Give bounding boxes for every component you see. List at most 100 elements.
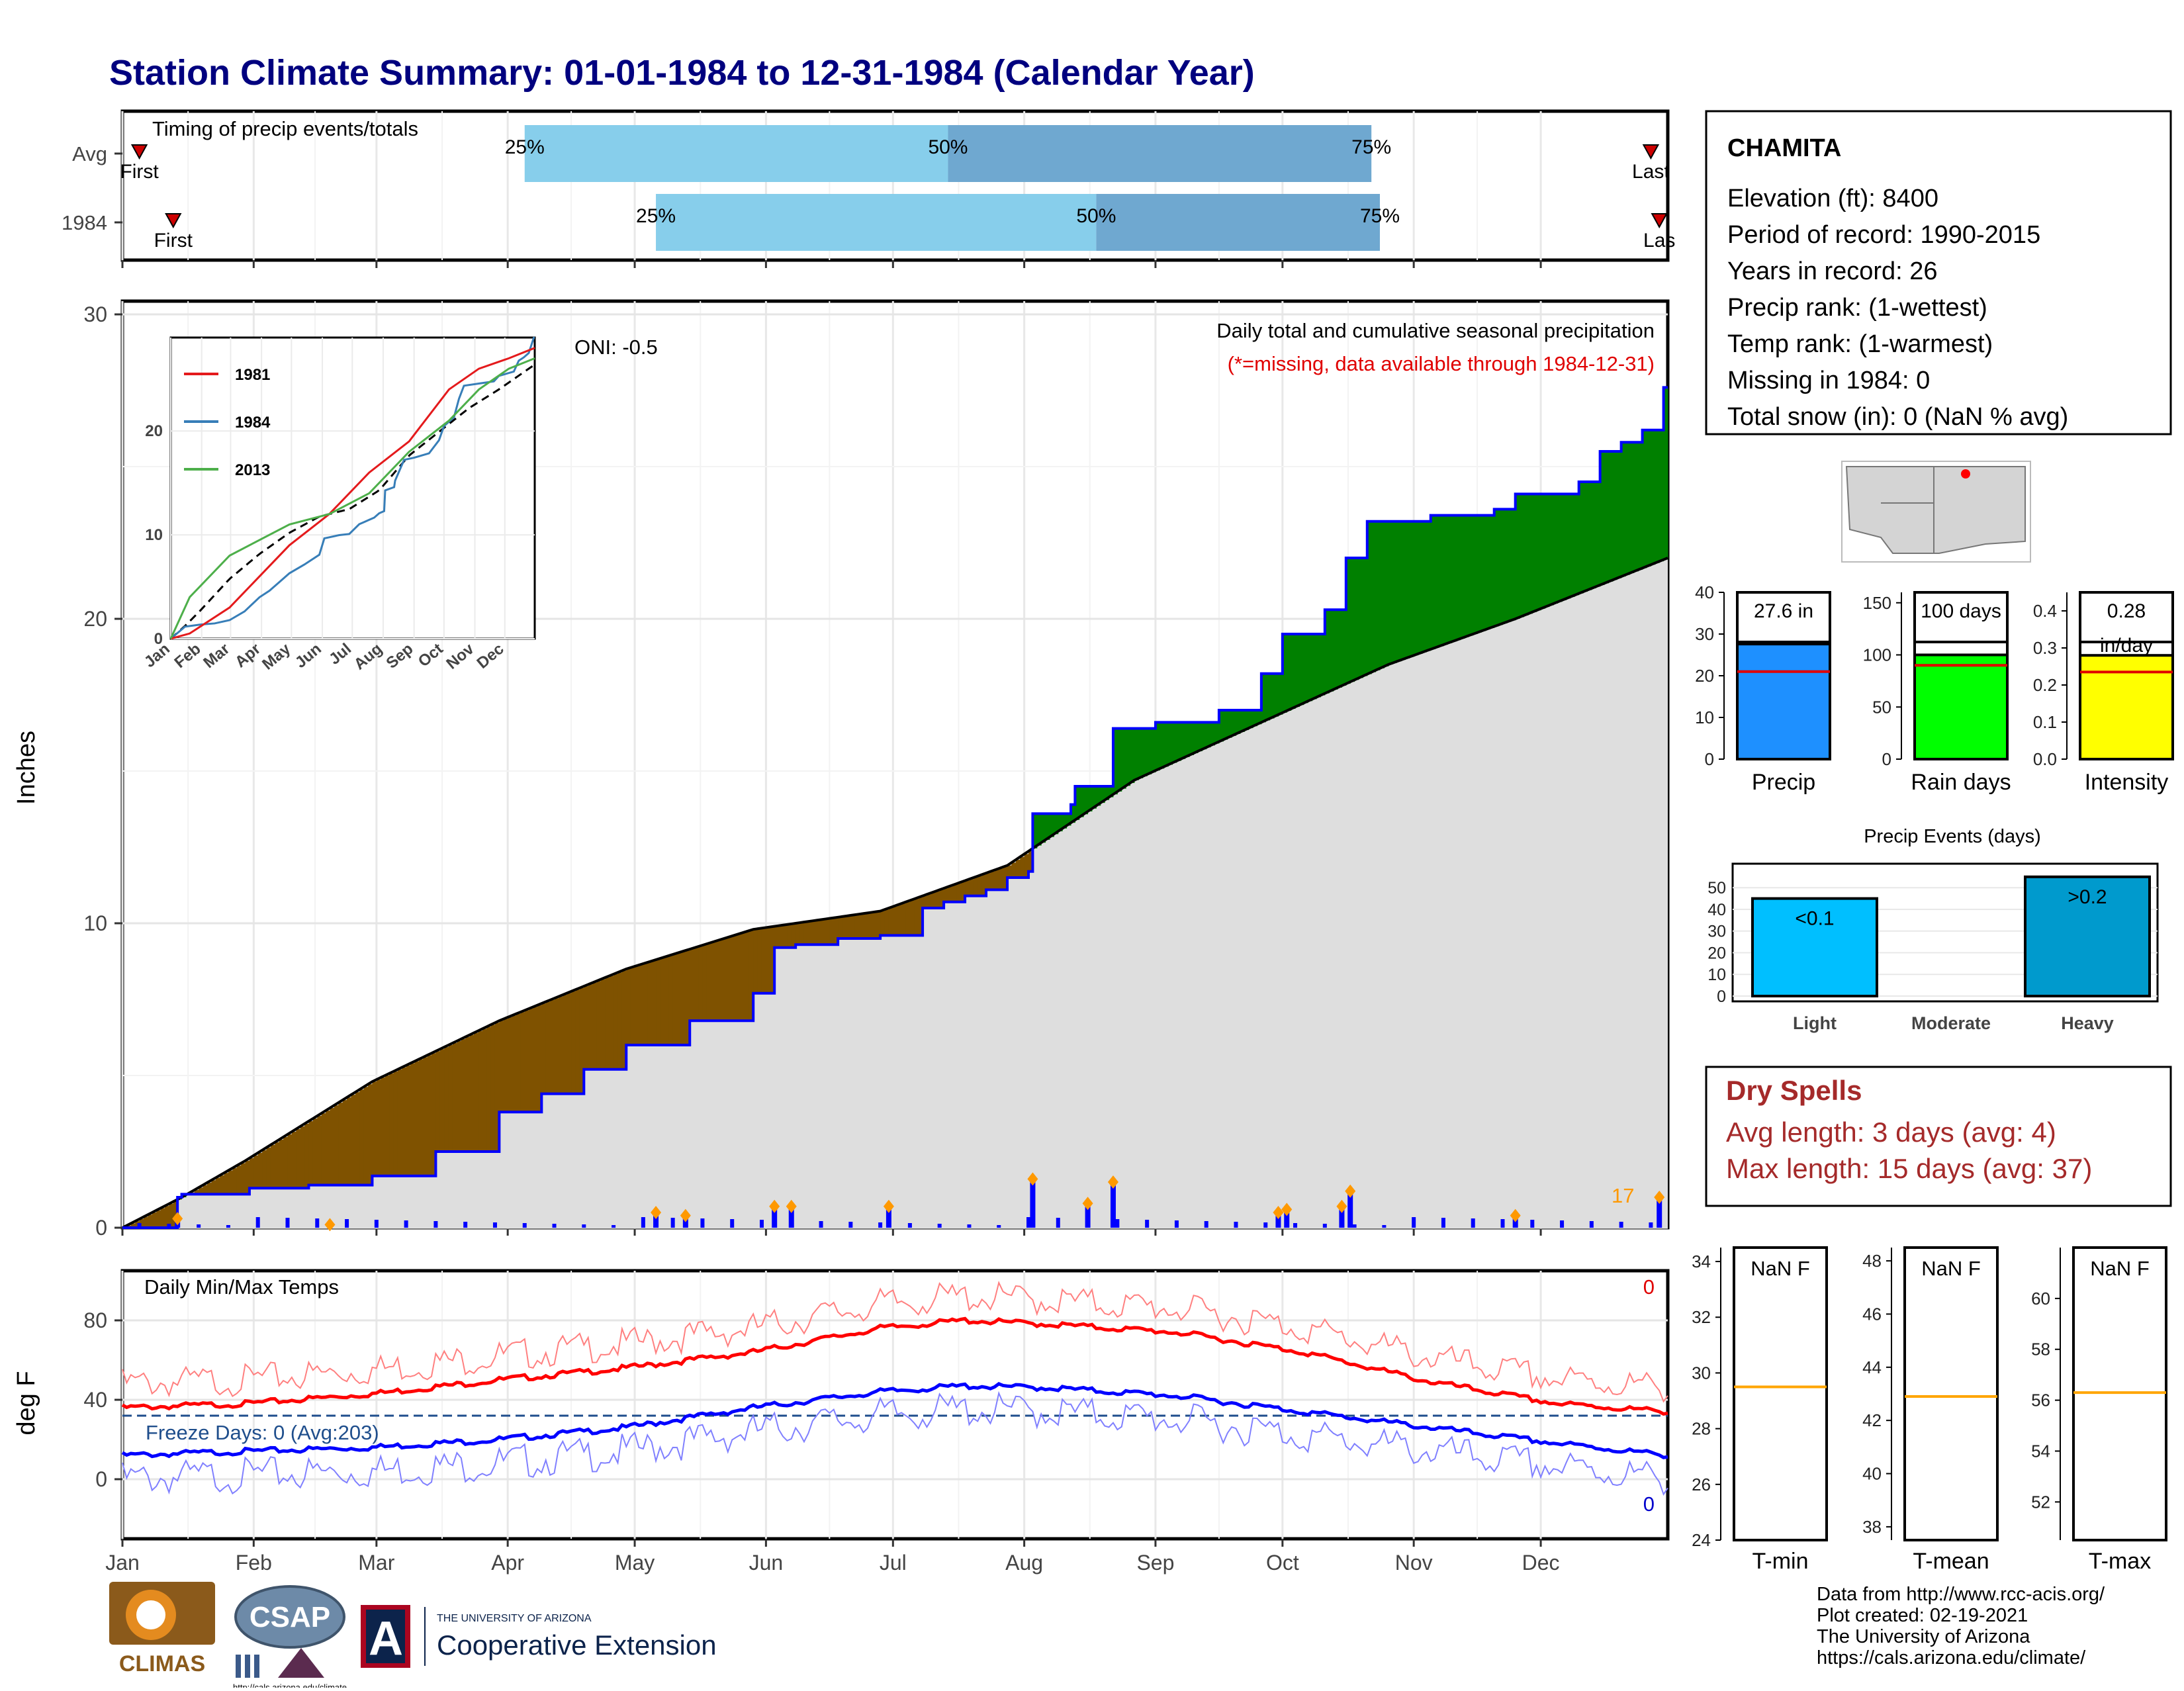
surplus-sliver bbox=[1223, 710, 1228, 740]
deficit-sliver bbox=[563, 995, 568, 1094]
surplus-sliver bbox=[1303, 634, 1308, 704]
inset-average-line bbox=[170, 365, 533, 640]
daily-precip-small-bar bbox=[700, 1218, 705, 1228]
month-label-Nov: Nov bbox=[1395, 1551, 1433, 1575]
surplus-sliver bbox=[1405, 521, 1410, 659]
summary-bar-label: Rain days bbox=[1911, 770, 2011, 795]
summary-axis-tick-label: 0.3 bbox=[2033, 638, 2057, 658]
surplus-sliver bbox=[1244, 710, 1250, 731]
surplus-sliver bbox=[1469, 515, 1474, 636]
events-category-label: Heavy bbox=[2061, 1013, 2114, 1033]
surplus-sliver bbox=[1087, 786, 1093, 812]
surplus-sliver bbox=[1587, 482, 1592, 590]
deficit-sliver bbox=[647, 962, 653, 1045]
daily-precip-small-bar bbox=[1589, 1221, 1594, 1228]
deficit-sliver bbox=[719, 940, 724, 1021]
daily-precip-small-bar bbox=[1500, 1219, 1505, 1228]
surplus-sliver bbox=[1473, 515, 1478, 634]
surplus-sliver bbox=[1527, 494, 1533, 614]
surplus-sliver bbox=[1096, 786, 1101, 806]
event-marker bbox=[769, 1199, 780, 1213]
surplus-sliver bbox=[1625, 442, 1630, 575]
deficit-sliver bbox=[626, 969, 631, 1045]
deficit-sliver bbox=[372, 1081, 377, 1176]
events-bar-value: <0.1 bbox=[1795, 908, 1834, 930]
main-precip-panel: 0 10 20 30 Inches ONI: -0.5 Daily total and… bbox=[13, 299, 1670, 1240]
event-marker bbox=[1107, 1175, 1118, 1189]
daily-precip-small-bar bbox=[878, 1222, 883, 1228]
surplus-sliver bbox=[1549, 494, 1554, 606]
ua-letter: A bbox=[369, 1612, 403, 1665]
surplus-sliver bbox=[1612, 451, 1617, 580]
station-info-line: Elevation (ft): 8400 bbox=[1727, 185, 1938, 212]
deficit-sliver bbox=[600, 979, 606, 1070]
deficit-sliver bbox=[499, 1021, 504, 1113]
deficit-sliver bbox=[385, 1075, 390, 1176]
timing-bar-50-75 bbox=[1096, 194, 1380, 251]
surplus-sliver bbox=[1591, 482, 1596, 588]
deficit-sliver bbox=[194, 1189, 199, 1195]
deficit-sliver bbox=[304, 1123, 309, 1189]
daily-precip-bar bbox=[886, 1206, 891, 1228]
main-y-tick-label: 30 bbox=[83, 302, 107, 326]
surplus-sliver bbox=[1151, 728, 1156, 773]
deficit-sliver bbox=[745, 932, 750, 1021]
climas-logo: CLIMAS bbox=[109, 1582, 215, 1676]
surplus-sliver bbox=[1163, 722, 1169, 767]
daily-precip-small-bar bbox=[997, 1225, 1001, 1228]
deficit-sliver bbox=[981, 874, 987, 896]
timing-p75-label: 75% bbox=[1351, 136, 1391, 158]
deficit-sliver bbox=[897, 905, 902, 936]
temp-gauge-tick-label: 28 bbox=[1692, 1419, 1711, 1439]
csap-logo: CSAP http://cals.arizona.edu/climate bbox=[232, 1585, 347, 1691]
deficit-sliver bbox=[863, 913, 868, 938]
daily-precip-small-bar bbox=[1412, 1217, 1416, 1228]
footer: Data from http://www.rcc-acis.org/Plot c… bbox=[109, 1582, 2105, 1691]
temp-gauge-tick-label: 38 bbox=[1862, 1517, 1882, 1537]
cumulative-1984-line bbox=[122, 386, 1668, 1229]
surplus-sliver bbox=[1388, 521, 1393, 664]
summary-axis-tick-label: 10 bbox=[1695, 708, 1714, 727]
deficit-sliver bbox=[702, 945, 707, 1021]
timing-bar-50-75 bbox=[948, 125, 1372, 182]
deficit-sliver bbox=[1003, 866, 1008, 890]
deficit-sliver bbox=[312, 1119, 318, 1185]
deficit-sliver bbox=[139, 1218, 144, 1228]
deficit-sliver bbox=[321, 1113, 326, 1185]
deficit-sliver bbox=[931, 893, 936, 908]
station-info-line: Years in record: 26 bbox=[1727, 257, 1938, 285]
surplus-sliver bbox=[1392, 521, 1398, 663]
deficit-sliver bbox=[944, 888, 948, 902]
surplus-sliver bbox=[1282, 634, 1287, 713]
surplus-sliver bbox=[1379, 521, 1385, 668]
surplus-sliver bbox=[1168, 722, 1173, 765]
deficit-sliver bbox=[956, 884, 962, 902]
main-y-tick-label: 20 bbox=[83, 607, 107, 631]
deficit-sliver bbox=[461, 1038, 466, 1152]
deficit-sliver bbox=[965, 880, 970, 896]
daily-precip-small-bar bbox=[255, 1217, 260, 1228]
daily-precip-bar bbox=[1339, 1206, 1345, 1228]
deficit-sliver bbox=[753, 929, 758, 993]
surplus-sliver bbox=[1447, 515, 1453, 643]
deficit-sliver bbox=[766, 927, 771, 993]
deficit-sliver bbox=[978, 876, 983, 896]
deficit-sliver bbox=[410, 1063, 415, 1176]
daily-precip-small-bar bbox=[1619, 1222, 1623, 1228]
surplus-sliver bbox=[1354, 558, 1359, 680]
deficit-sliver bbox=[465, 1036, 471, 1152]
deficit-sliver bbox=[160, 1208, 165, 1228]
last-event-label: Las bbox=[1643, 230, 1675, 251]
surplus-sliver bbox=[1261, 673, 1266, 723]
surplus-sliver bbox=[1430, 515, 1435, 649]
daily-precip-small-bar bbox=[1145, 1220, 1150, 1228]
deficit-sliver bbox=[537, 1005, 542, 1113]
deficit-sliver bbox=[690, 949, 695, 1021]
deficit-sliver bbox=[334, 1105, 339, 1185]
surplus-sliver bbox=[1629, 442, 1635, 573]
temperature-panel: 0 40 80 Daily Min/Max Temps Freeze Days: 0… bbox=[13, 1269, 1670, 1547]
daily-precip-small-bar bbox=[137, 1223, 142, 1228]
summary-value-unit: in/day bbox=[2100, 635, 2153, 657]
surplus-sliver bbox=[1202, 722, 1207, 750]
surplus-sliver bbox=[1633, 442, 1639, 572]
